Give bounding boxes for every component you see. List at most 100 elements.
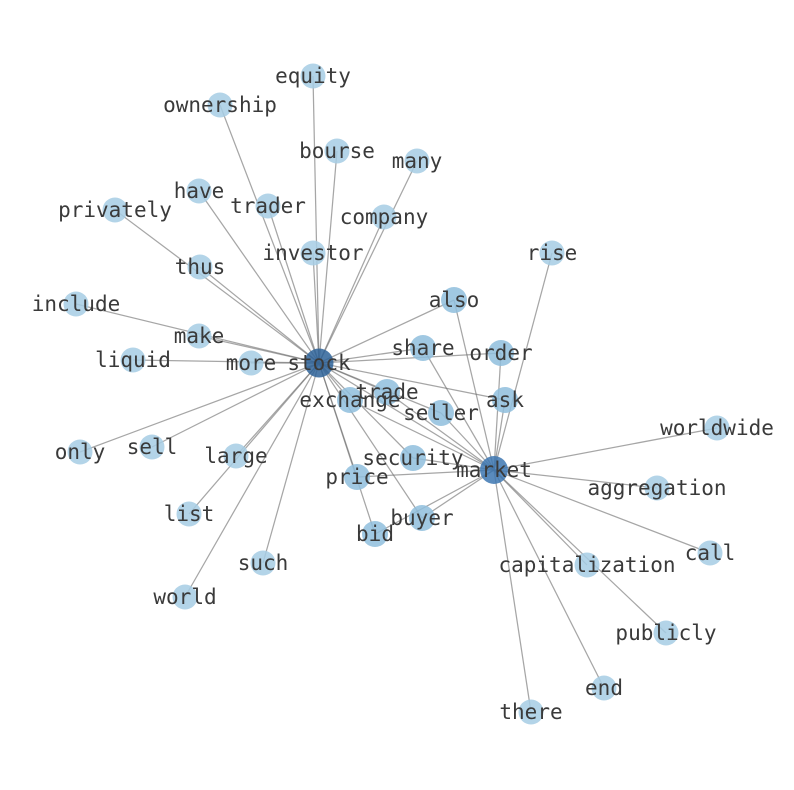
node-liquid — [120, 347, 146, 373]
edge-stock-also — [318, 299, 455, 364]
edge-stock-company — [318, 216, 385, 364]
node-circle-aggregation — [644, 475, 670, 501]
node-aggregation — [644, 475, 670, 501]
node-circle-security — [400, 445, 426, 471]
node-exchange — [337, 387, 363, 413]
node-ask — [492, 387, 518, 413]
node-circle-list — [176, 501, 202, 527]
edge-market-trade — [386, 391, 495, 471]
node-list — [176, 501, 202, 527]
edge-stock-market — [318, 362, 495, 471]
node-market — [480, 456, 508, 484]
node-bid — [362, 521, 388, 547]
edge-stock-only — [79, 362, 320, 453]
node-share — [410, 335, 436, 361]
node-also — [441, 287, 467, 313]
node-circle-ask — [492, 387, 518, 413]
node-circle-privately — [102, 197, 128, 223]
node-equity — [300, 63, 326, 89]
node-circle-many — [404, 148, 430, 174]
node-circle-call — [697, 540, 723, 566]
edge-market-worldwide — [493, 427, 718, 471]
node-capitalization — [574, 552, 600, 578]
node-circle-share — [410, 335, 436, 361]
node-thus — [187, 254, 213, 280]
node-circle-bourse — [324, 138, 350, 164]
edge-stock-buyer — [318, 362, 423, 519]
node-many — [404, 148, 430, 174]
node-circle-liquid — [120, 347, 146, 373]
node-such — [250, 550, 276, 576]
node-circle-capitalization — [574, 552, 600, 578]
node-ownership — [207, 92, 233, 118]
node-circle-worldwide — [704, 415, 730, 441]
node-stock — [304, 348, 334, 378]
edge-stock-ownership — [219, 104, 320, 364]
node-circle-end — [591, 675, 617, 701]
node-seller — [428, 400, 454, 426]
node-circle-order — [488, 340, 514, 366]
node-circle-company — [371, 204, 397, 230]
node-circle-also — [441, 287, 467, 313]
node-company — [371, 204, 397, 230]
edge-stock-security — [318, 362, 414, 459]
node-rise — [539, 240, 565, 266]
edge-stock-have — [198, 190, 320, 364]
node-there — [518, 699, 544, 725]
node-make — [186, 323, 212, 349]
edge-market-buyer — [421, 469, 495, 519]
node-trade — [374, 379, 400, 405]
node-circle-rise — [539, 240, 565, 266]
edge-stock-order — [318, 352, 502, 364]
nodes-layer — [63, 63, 730, 725]
edge-stock-such — [262, 362, 320, 564]
edge-market-order — [493, 352, 502, 471]
edge-stock-privately — [114, 209, 320, 364]
node-circle-thus — [187, 254, 213, 280]
node-circle-sell — [139, 434, 165, 460]
node-large — [223, 443, 249, 469]
edge-market-there — [493, 469, 532, 713]
node-circle-trader — [255, 193, 281, 219]
node-trader — [255, 193, 281, 219]
node-circle-make — [186, 323, 212, 349]
edge-stock-trader — [267, 205, 320, 364]
node-circle-ownership — [207, 92, 233, 118]
node-bourse — [324, 138, 350, 164]
node-circle-large — [223, 443, 249, 469]
node-security — [400, 445, 426, 471]
node-investor — [300, 240, 326, 266]
node-world — [172, 584, 198, 610]
node-circle-equity — [300, 63, 326, 89]
node-circle-investor — [300, 240, 326, 266]
edge-stock-bid — [318, 362, 376, 535]
node-circle-have — [186, 178, 212, 204]
edge-stock-equity — [312, 75, 320, 364]
node-privately — [102, 197, 128, 223]
edge-market-capitalization — [493, 469, 588, 566]
node-circle-more — [238, 350, 264, 376]
edge-stock-list — [188, 362, 320, 515]
node-buyer — [409, 505, 435, 531]
node-sell — [139, 434, 165, 460]
edge-stock-ask — [318, 362, 506, 401]
edge-stock-sell — [151, 362, 320, 448]
node-circle-trade — [374, 379, 400, 405]
edge-stock-share — [318, 347, 424, 364]
node-circle-bid — [362, 521, 388, 547]
node-have — [186, 178, 212, 204]
node-worldwide — [704, 415, 730, 441]
node-price — [344, 464, 370, 490]
edge-market-exchange — [349, 399, 495, 471]
node-more — [238, 350, 264, 376]
edge-market-publicly — [493, 469, 667, 634]
edge-market-bid — [374, 469, 495, 535]
edge-market-end — [493, 469, 605, 689]
edge-market-rise — [493, 252, 553, 471]
edge-market-call — [493, 469, 711, 554]
node-circle-stock — [304, 348, 334, 378]
node-circle-only — [67, 439, 93, 465]
edges-layer — [75, 75, 718, 713]
